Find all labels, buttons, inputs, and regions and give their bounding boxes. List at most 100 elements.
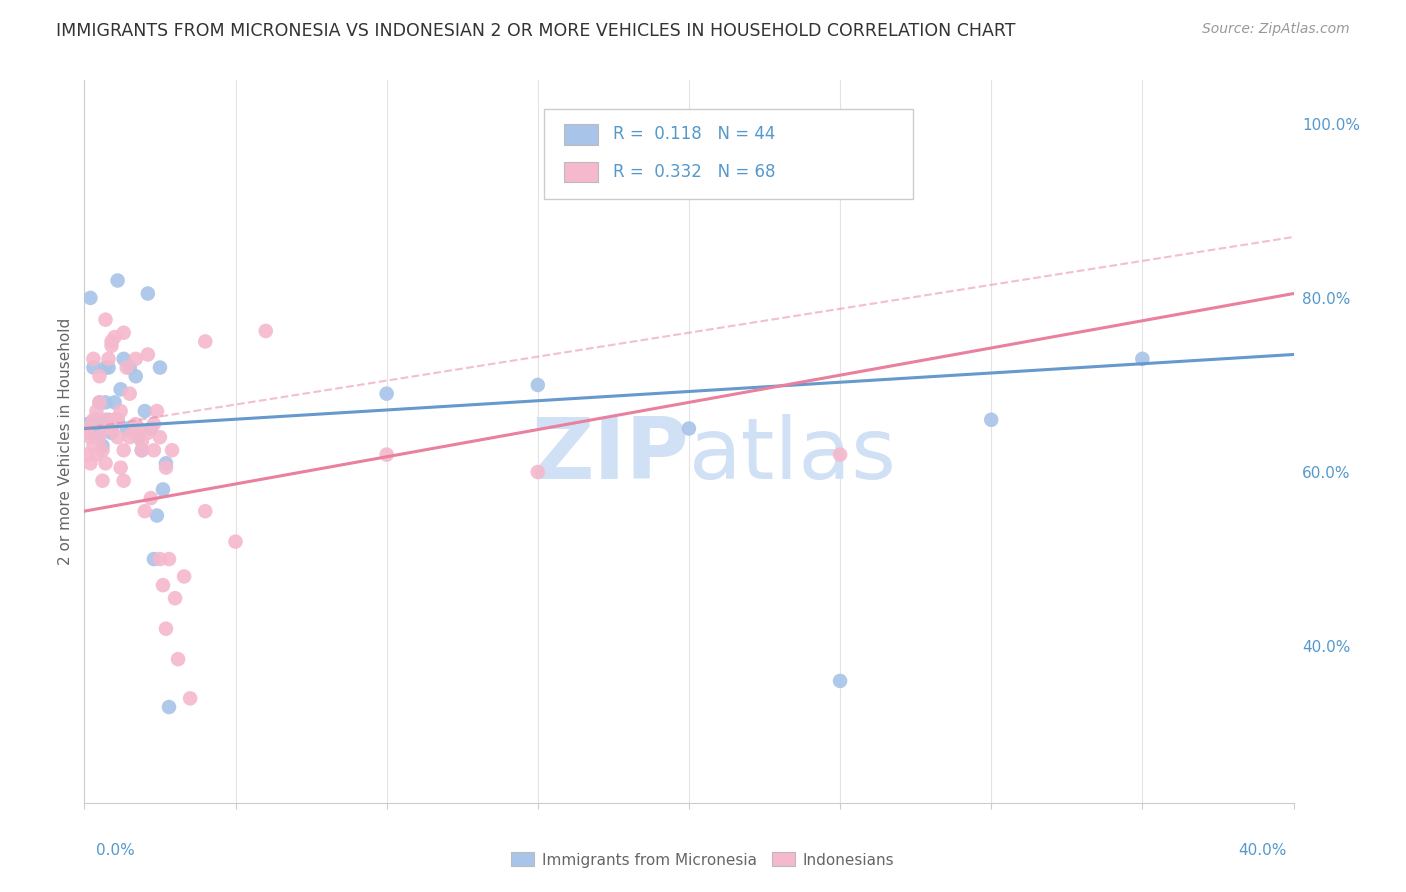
Point bbox=[82, 351, 104, 366]
Point bbox=[79, 456, 101, 470]
Point bbox=[107, 413, 129, 427]
Point bbox=[149, 430, 172, 444]
Text: 0.0%: 0.0% bbox=[96, 843, 135, 858]
Point bbox=[149, 360, 172, 375]
Point bbox=[527, 378, 550, 392]
Point bbox=[1130, 351, 1153, 366]
Point bbox=[254, 324, 277, 338]
Point bbox=[115, 360, 138, 375]
Point bbox=[112, 474, 135, 488]
Point bbox=[142, 552, 165, 566]
Point bbox=[128, 430, 150, 444]
Point bbox=[91, 443, 114, 458]
Point bbox=[89, 430, 111, 444]
Point bbox=[155, 456, 177, 470]
Point bbox=[131, 434, 153, 449]
Point bbox=[100, 421, 122, 435]
Text: R =  0.332   N = 68: R = 0.332 N = 68 bbox=[613, 163, 775, 181]
Point bbox=[79, 430, 101, 444]
Point bbox=[94, 395, 117, 409]
Point bbox=[160, 443, 183, 458]
Point bbox=[173, 569, 195, 583]
Text: 40.0%: 40.0% bbox=[1239, 843, 1286, 858]
Point bbox=[157, 552, 180, 566]
Point bbox=[97, 421, 120, 435]
Point bbox=[142, 417, 165, 431]
Point bbox=[94, 413, 117, 427]
Point bbox=[136, 286, 159, 301]
Point bbox=[100, 421, 122, 435]
FancyBboxPatch shape bbox=[564, 162, 599, 182]
Point bbox=[82, 360, 104, 375]
Point bbox=[97, 413, 120, 427]
Point bbox=[104, 413, 127, 427]
Point bbox=[225, 534, 247, 549]
Point bbox=[100, 339, 122, 353]
Point bbox=[152, 483, 174, 497]
FancyBboxPatch shape bbox=[544, 109, 912, 200]
Point bbox=[89, 395, 111, 409]
Point bbox=[79, 425, 101, 440]
Point bbox=[155, 460, 177, 475]
Point bbox=[149, 552, 172, 566]
Point bbox=[100, 334, 122, 349]
Point bbox=[139, 491, 162, 505]
Point bbox=[375, 448, 398, 462]
Point bbox=[194, 504, 217, 518]
Point bbox=[100, 425, 122, 440]
Point bbox=[134, 504, 156, 518]
Point bbox=[152, 578, 174, 592]
Point bbox=[76, 448, 98, 462]
Point bbox=[86, 425, 108, 440]
Point bbox=[155, 622, 177, 636]
Point bbox=[128, 421, 150, 435]
Point bbox=[678, 159, 700, 173]
Point bbox=[139, 421, 162, 435]
Point bbox=[131, 443, 153, 458]
Point bbox=[110, 382, 132, 396]
Point bbox=[125, 351, 148, 366]
Text: Source: ZipAtlas.com: Source: ZipAtlas.com bbox=[1202, 22, 1350, 37]
Point bbox=[107, 413, 129, 427]
Point bbox=[82, 439, 104, 453]
Point bbox=[157, 700, 180, 714]
Point bbox=[134, 404, 156, 418]
Point bbox=[131, 443, 153, 458]
Point bbox=[146, 404, 169, 418]
Point bbox=[112, 326, 135, 340]
Point bbox=[110, 404, 132, 418]
Point bbox=[118, 386, 141, 401]
Point bbox=[97, 360, 120, 375]
Point bbox=[91, 417, 114, 431]
Point bbox=[107, 430, 129, 444]
Point bbox=[830, 673, 852, 688]
Point bbox=[980, 413, 1002, 427]
Point bbox=[118, 430, 141, 444]
Point bbox=[375, 386, 398, 401]
Point bbox=[194, 334, 217, 349]
Point bbox=[89, 425, 111, 440]
Point bbox=[82, 421, 104, 435]
Point bbox=[79, 291, 101, 305]
Point bbox=[91, 474, 114, 488]
Point bbox=[110, 460, 132, 475]
Point bbox=[112, 351, 135, 366]
Point bbox=[678, 421, 700, 435]
Point bbox=[121, 425, 143, 440]
Point bbox=[107, 413, 129, 427]
Point bbox=[86, 413, 108, 427]
Text: IMMIGRANTS FROM MICRONESIA VS INDONESIAN 2 OR MORE VEHICLES IN HOUSEHOLD CORRELA: IMMIGRANTS FROM MICRONESIA VS INDONESIAN… bbox=[56, 22, 1015, 40]
Point bbox=[136, 347, 159, 361]
Text: R =  0.118   N = 44: R = 0.118 N = 44 bbox=[613, 126, 775, 144]
Point bbox=[146, 508, 169, 523]
Point bbox=[94, 312, 117, 326]
Point bbox=[115, 421, 138, 435]
Point bbox=[104, 395, 127, 409]
Point bbox=[91, 439, 114, 453]
Point bbox=[179, 691, 201, 706]
Point bbox=[136, 425, 159, 440]
Point bbox=[94, 456, 117, 470]
Point bbox=[142, 443, 165, 458]
Point bbox=[527, 465, 550, 479]
Point bbox=[112, 443, 135, 458]
